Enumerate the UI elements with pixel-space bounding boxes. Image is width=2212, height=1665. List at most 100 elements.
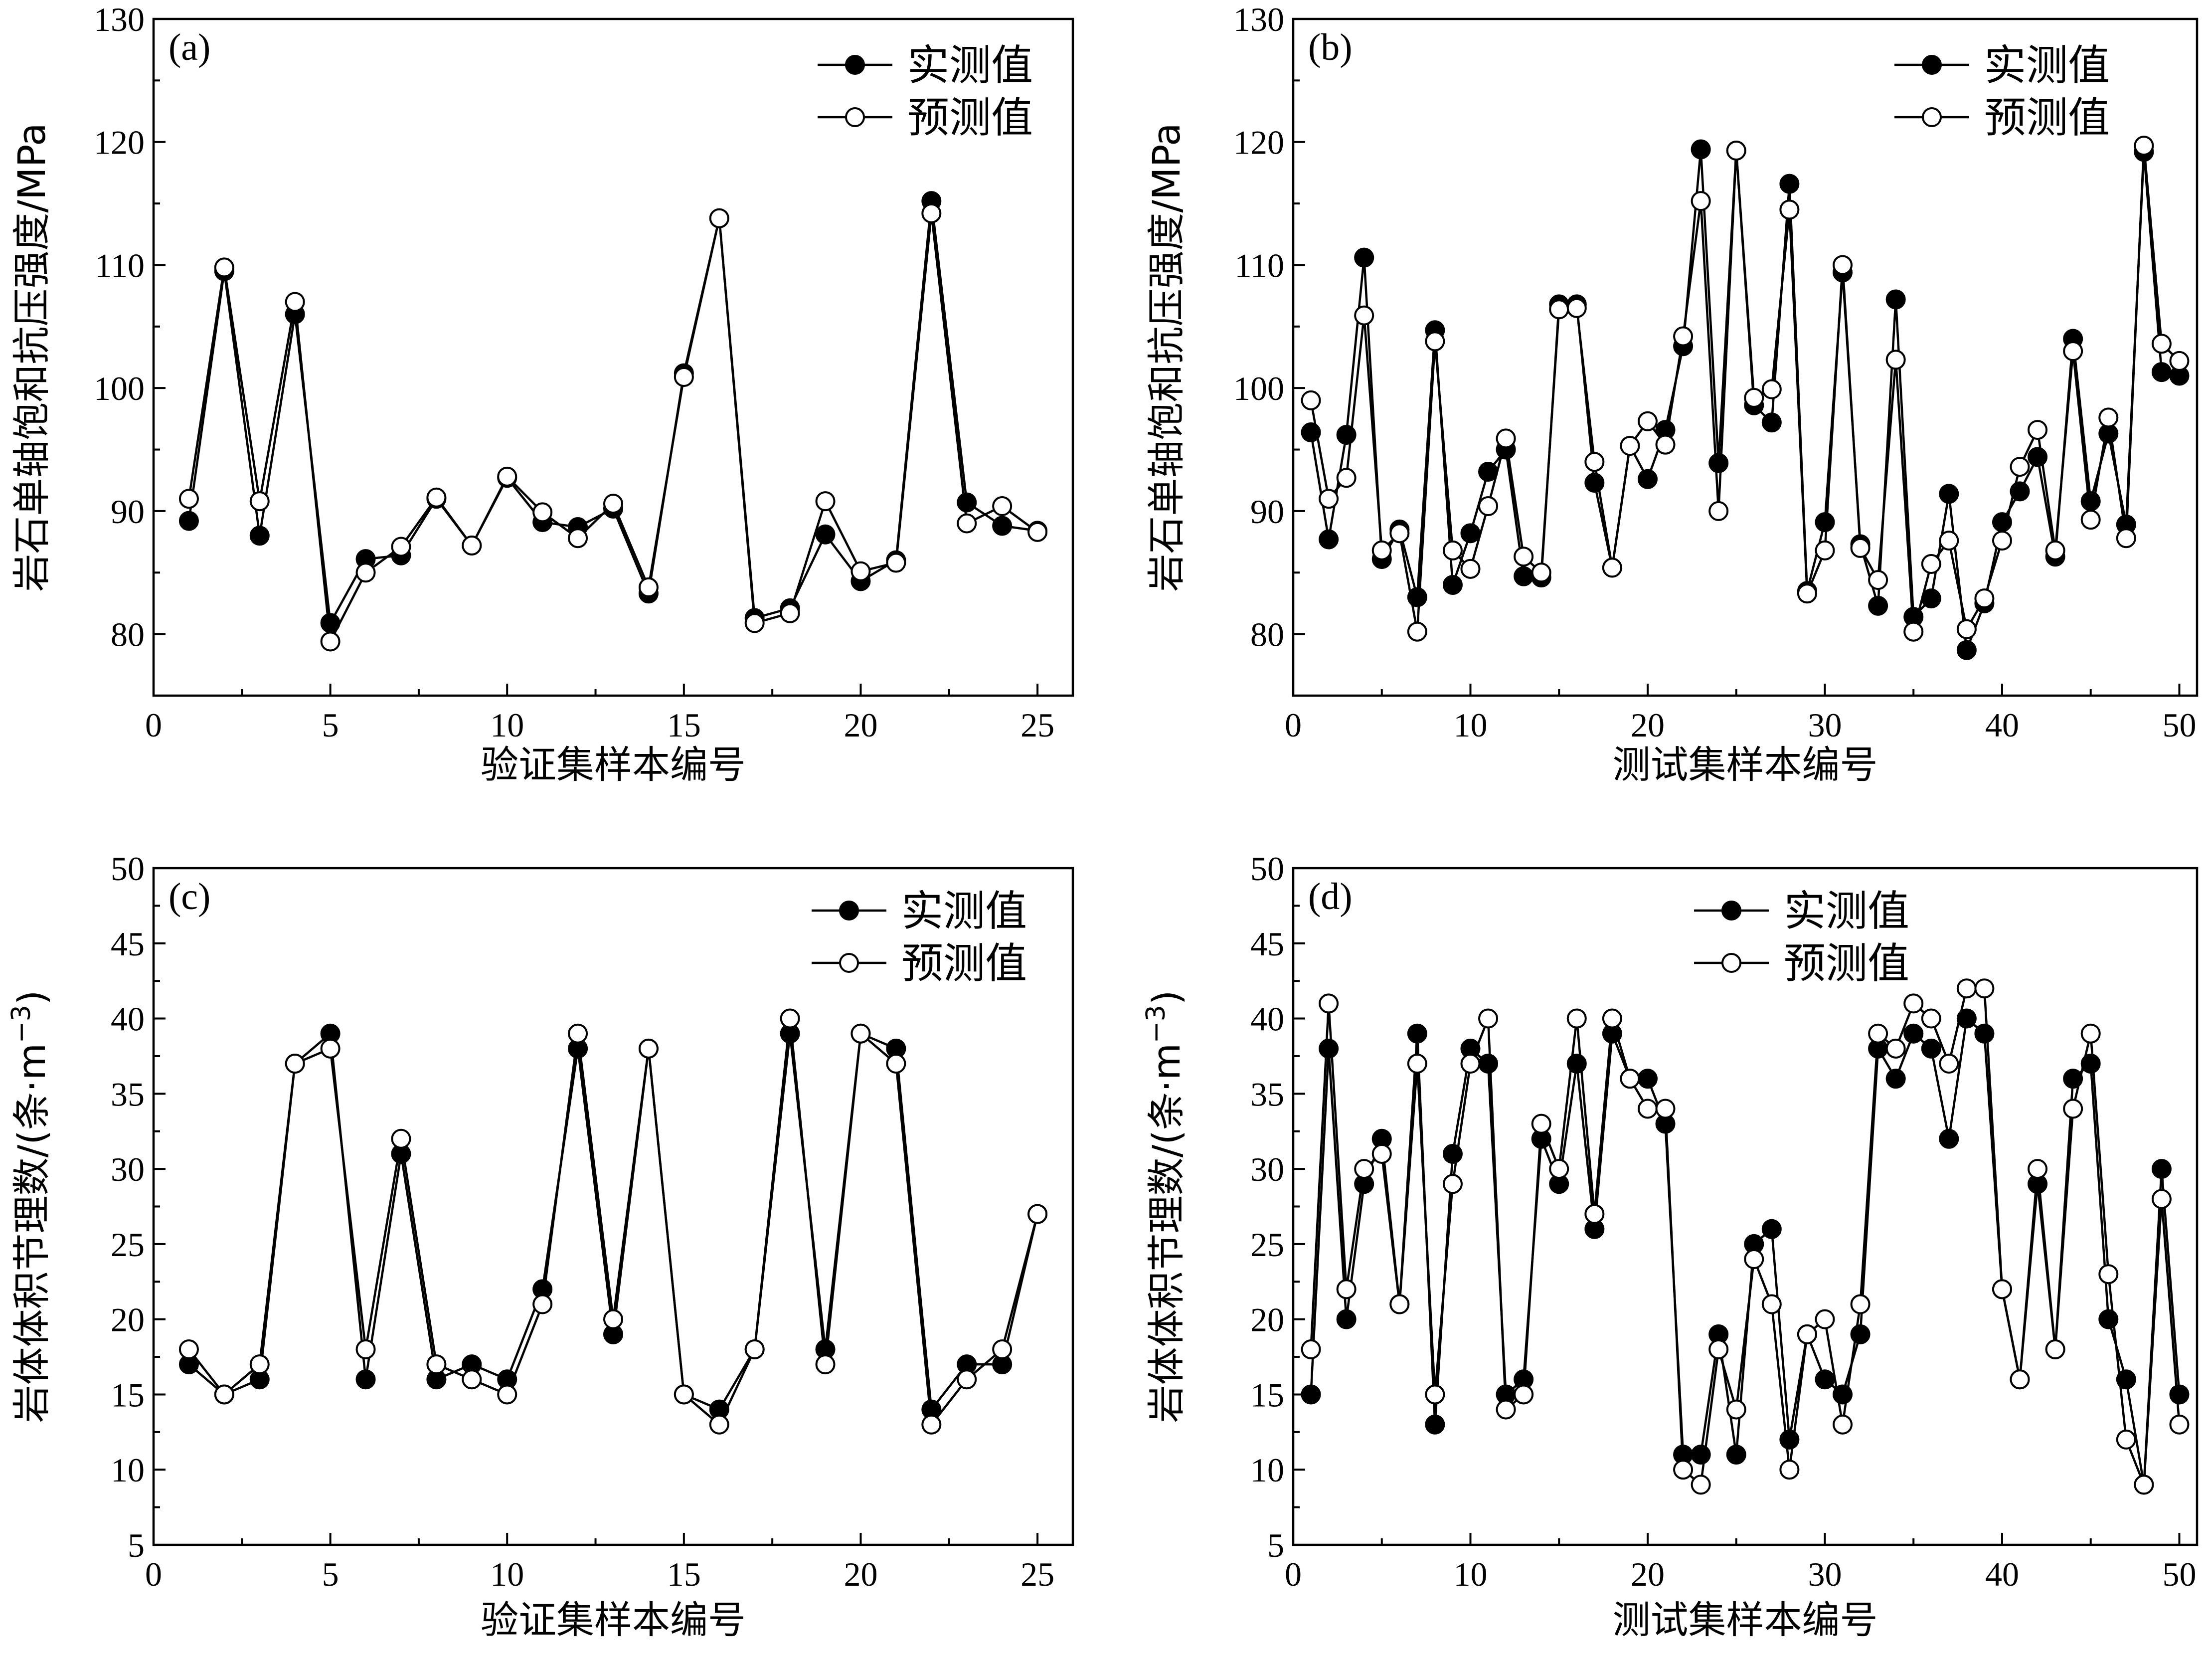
y-tick-label: 20	[111, 1301, 145, 1339]
measured-point	[1726, 1445, 1746, 1465]
series-line-predicted	[187, 212, 1038, 643]
x-tick-label: 10	[490, 1555, 524, 1593]
y-axis-title: 岩体体积节理数/(条·m−3)	[1141, 990, 1189, 1423]
predicted-point	[1549, 1159, 1569, 1179]
measured-point	[1974, 1023, 1995, 1044]
predicted-point	[249, 1354, 270, 1375]
y-axis-title: 岩石单轴饱和抗压强度/MPa	[1144, 123, 1189, 591]
predicted-point	[603, 494, 623, 514]
y-tick-label: 10	[1250, 1451, 1284, 1489]
predicted-point	[391, 537, 411, 557]
predicted-point	[1779, 199, 1800, 220]
y-tick-label: 25	[111, 1226, 145, 1264]
predicted-point	[1921, 1008, 1941, 1029]
measured-point	[2151, 362, 2172, 382]
predicted-point	[1992, 531, 2012, 551]
measured-point	[957, 492, 977, 513]
predicted-point	[1336, 1279, 1357, 1299]
predicted-point	[2098, 407, 2119, 428]
measured-point	[1868, 595, 1888, 616]
predicted-point	[1389, 523, 1410, 544]
x-tick-label: 25	[1021, 706, 1054, 744]
predicted-point	[178, 489, 199, 509]
y-tick-label: 45	[111, 925, 145, 963]
predicted-point	[1602, 557, 1622, 578]
predicted-point	[2116, 1429, 2136, 1450]
legend-marker	[1721, 901, 1741, 921]
measured-point	[1407, 587, 1427, 607]
predicted-point	[1850, 1294, 1871, 1314]
measured-point	[1815, 512, 1835, 533]
predicted-point	[2151, 1189, 2172, 1209]
predicted-point	[1691, 191, 1711, 211]
y-tick-label: 40	[111, 1000, 145, 1038]
predicted-point	[1371, 1143, 1392, 1164]
predicted-point	[462, 1369, 482, 1390]
predicted-point	[709, 208, 729, 228]
measured-point	[992, 516, 1013, 536]
predicted-point	[1442, 540, 1463, 560]
predicted-point	[992, 496, 1013, 517]
plot-frame	[1292, 17, 2199, 697]
measured-point	[2098, 1309, 2119, 1329]
predicted-point	[285, 1054, 305, 1074]
x-tick-label: 5	[322, 706, 339, 744]
measured-point	[2151, 1159, 2172, 1179]
predicted-point	[1797, 1324, 1817, 1344]
predicted-point	[1496, 428, 1516, 449]
measured-point	[1850, 1324, 1871, 1344]
predicted-point	[355, 562, 376, 583]
predicted-point	[1797, 583, 1817, 604]
predicted-point	[1655, 1099, 1676, 1119]
y-tick-label: 45	[1250, 925, 1284, 963]
measured-point	[1903, 1023, 1924, 1044]
x-tick-label: 10	[1453, 1555, 1487, 1593]
x-tick-label: 20	[1631, 706, 1665, 744]
predicted-point	[2063, 341, 2083, 362]
measured-point	[1921, 588, 1941, 609]
predicted-point	[1833, 1414, 1853, 1435]
measured-point	[815, 524, 836, 545]
predicted-point	[1301, 390, 1321, 410]
y-tick-label: 90	[111, 493, 145, 531]
predicted-point	[214, 1384, 234, 1405]
predicted-point	[1460, 1054, 1481, 1074]
measured-point	[1956, 1008, 1977, 1029]
measured-point	[1939, 1128, 1959, 1149]
y-tick-label: 100	[94, 370, 145, 407]
y-tick-label: 30	[111, 1150, 145, 1188]
measured-point	[1407, 1023, 1427, 1044]
y-tick-label: 5	[128, 1526, 145, 1564]
measured-point	[2116, 1369, 2136, 1390]
predicted-point	[1815, 1309, 1835, 1329]
measured-point	[2169, 1384, 2190, 1405]
predicted-point	[851, 561, 871, 581]
predicted-point	[1708, 1339, 1729, 1359]
measured-point	[1442, 574, 1463, 595]
x-tick-label: 40	[1985, 1555, 2019, 1593]
panel-label: (d)	[1308, 876, 1353, 918]
predicted-point	[1903, 993, 1924, 1014]
panel-d: 5 10 15 20 25 30 35 40 45 50 0 10 20 30 40 50 测试集样本编号 岩体体…	[1141, 850, 2199, 1642]
measured-point	[1514, 566, 1534, 586]
predicted-point	[2169, 351, 2190, 371]
measured-point	[1992, 512, 2012, 533]
predicted-point	[886, 553, 906, 573]
predicted-point	[2028, 420, 2048, 440]
predicted-point	[1903, 621, 1924, 642]
predicted-point	[1354, 1159, 1374, 1179]
y-tick-label: 5	[1267, 1526, 1284, 1564]
y-tick-label: 100	[1233, 370, 1284, 407]
series-line-predicted	[1310, 987, 2181, 1486]
predicted-point	[1460, 558, 1481, 579]
measured-point	[1478, 461, 1499, 482]
predicted-point	[815, 491, 836, 512]
x-tick-label: 50	[2162, 1555, 2196, 1593]
predicted-point	[1939, 531, 1959, 551]
legend-label: 实测值	[907, 41, 1033, 90]
predicted-point	[744, 613, 765, 633]
measured-point	[1761, 1219, 1782, 1239]
legend-label: 实测值	[1784, 887, 1909, 935]
y-tick-label: 110	[95, 246, 145, 284]
